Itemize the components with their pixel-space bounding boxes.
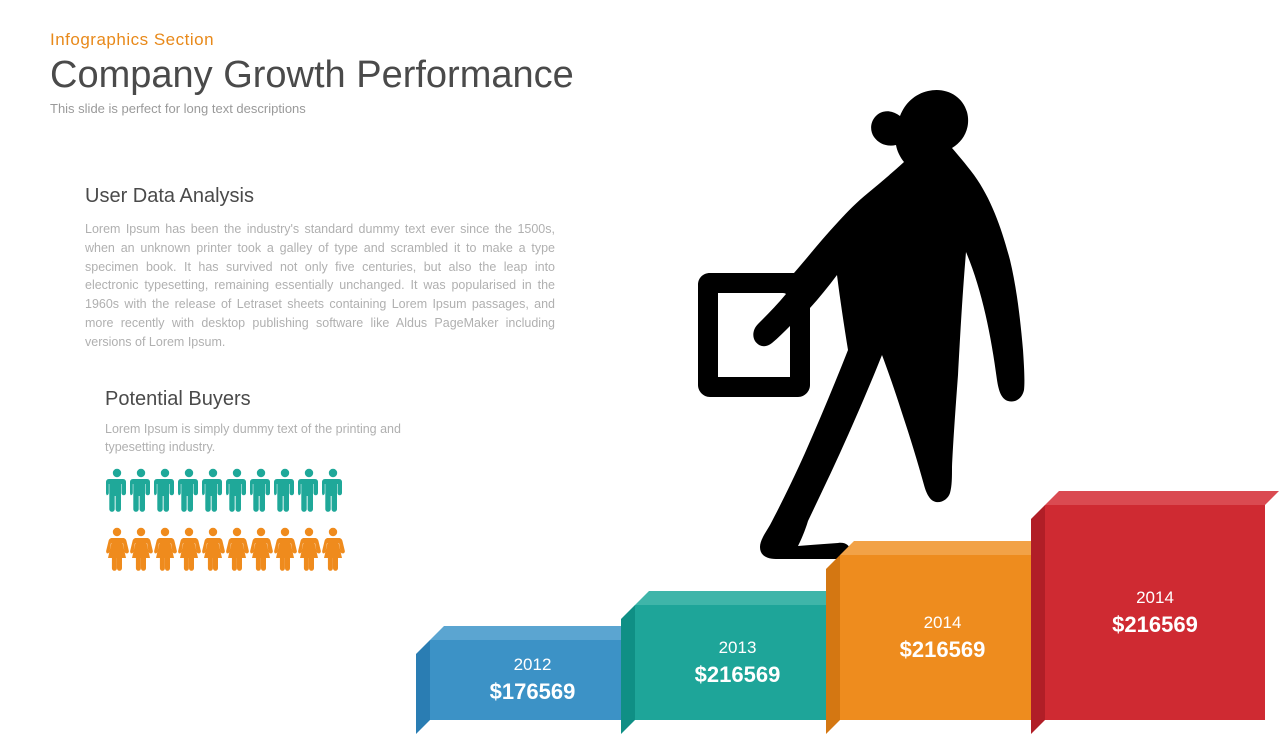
section-heading: Potential Buyers [105,388,445,411]
page-subtitle: This slide is perfect for long text desc… [50,101,574,116]
infographics-eyebrow: Infographics Section [50,30,574,50]
growth-bar: 2012 $176569 [430,640,635,720]
growth-bar: 2014 $216569 [840,555,1045,720]
bar-value: $216569 [1045,612,1265,638]
growth-bars: 2012 $176569 2013 $216569 2014 $216569 2… [0,420,1280,720]
section-heading: User Data Analysis [85,185,555,208]
bar-value: $216569 [635,662,840,688]
growth-bar: 2014 $216569 [1045,505,1265,720]
bar-year: 2013 [635,638,840,658]
user-data-analysis-section: User Data Analysis Lorem Ipsum has been … [85,185,555,351]
page-title: Company Growth Performance [50,54,574,97]
bar-year: 2014 [840,613,1045,633]
section-body-text: Lorem Ipsum has been the industry's stan… [85,220,555,351]
growth-bar: 2013 $216569 [635,605,840,720]
bar-value: $216569 [840,637,1045,663]
businessman-silhouette-icon [690,85,1060,560]
header-block: Infographics Section Company Growth Perf… [50,30,574,116]
bar-year: 2012 [430,655,635,675]
bar-value: $176569 [430,679,635,705]
bar-year: 2014 [1045,588,1265,608]
